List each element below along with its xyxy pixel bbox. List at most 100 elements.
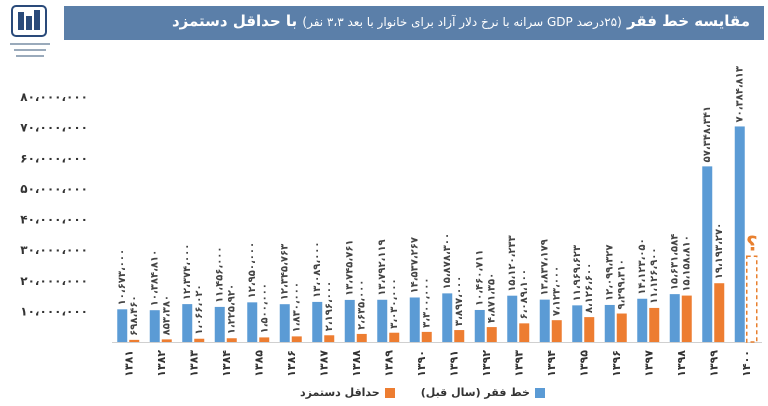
data-label-minimum-wage: ۱،۰۶۶،۰۲۰: [194, 284, 205, 334]
data-label-poverty-line: ۱۳،۰۸۹،۰۰۰: [312, 241, 323, 297]
bar-minimum-wage: [389, 332, 400, 342]
legend-swatch-poverty-line: [534, 387, 545, 398]
bar-poverty-line: [182, 304, 193, 342]
bar-poverty-line: [572, 305, 583, 342]
bar-poverty-line: [669, 294, 680, 342]
data-label-minimum-wage: ۹،۲۹۹،۳۱۰: [617, 259, 628, 309]
data-label-poverty-line: ۱۳،۸۳۷،۱۷۹: [540, 239, 551, 295]
chart-title-suffix: با حداقل دستمزد: [171, 12, 298, 30]
bar-poverty-line: [604, 304, 615, 342]
bar-poverty-line: [377, 299, 388, 342]
x-tick-label: ۱۳۸۱: [122, 350, 135, 377]
data-label-minimum-wage: ۱،۸۳۰،۰۰۰: [292, 282, 303, 332]
x-tick-label: ۱۳۹۸: [675, 350, 688, 377]
data-label-poverty-line: ۱۵،۱۲۰،۲۳۳: [507, 235, 518, 291]
bar-minimum-wage: [259, 337, 270, 342]
bar-poverty-line: [117, 309, 128, 342]
data-label-minimum-wage: ۱۹،۱۹۳،۲۷۰: [714, 223, 725, 279]
bar-poverty-line: [507, 295, 518, 342]
bar-poverty-line: [637, 298, 648, 342]
data-label-poverty-line: ۵۷،۳۴۸،۳۴۱: [702, 106, 713, 162]
data-label-minimum-wage: ۸،۱۲۶،۶۰۰: [584, 263, 595, 313]
bar-poverty-line: [539, 299, 550, 342]
legend-item-poverty-line: خط فقر (سال قبل): [421, 386, 545, 399]
y-tick-label: ۷۰،۰۰۰،۰۰۰: [20, 121, 88, 135]
y-tick-label: ۴۰،۰۰۰،۰۰۰: [20, 213, 88, 227]
data-label-minimum-wage: ۳،۸۹۷،۰۰۰: [454, 276, 465, 326]
x-tick-label: ۱۴۰۰: [740, 350, 753, 377]
bar-poverty-line: [702, 166, 713, 342]
bar-poverty-line: [442, 293, 453, 342]
data-label-poverty-line: ۱۰،۴۶۰،۷۱۱: [475, 250, 486, 306]
bar-minimum-wage: [194, 338, 205, 342]
bar-minimum-wage: [356, 333, 367, 342]
bar-minimum-wage: [649, 307, 660, 342]
data-label-poverty-line: ۱۴،۵۳۷،۲۶۷: [410, 237, 421, 293]
bar-poverty-line: [474, 309, 485, 342]
data-label-minimum-wage: ۶۹۸،۴۶۰: [129, 295, 140, 335]
bar-poverty-line: [409, 297, 420, 342]
bar-minimum-wage: [584, 317, 595, 342]
x-tick-label: ۱۳۹۴: [545, 350, 558, 377]
bar-minimum-wage: [454, 330, 465, 342]
bar-minimum-wage: [486, 327, 497, 342]
data-label-poverty-line: ۱۳،۷۹۲،۱۱۹: [377, 239, 388, 295]
chart-title: مقایسه خط فقر (۲۵درصد GDP سرانه با نرخ د…: [172, 12, 750, 30]
x-tick-label: ۱۳۹۲: [480, 350, 493, 377]
x-tick-label: ۱۳۸۷: [317, 350, 330, 377]
bar-minimum-wage: [551, 320, 562, 342]
data-label-minimum-wage: ۶،۰۸۹،۱۰۰: [519, 269, 530, 319]
y-tick-label: ۸۰،۰۰۰،۰۰۰: [20, 90, 88, 104]
data-label-poverty-line: ۷۰،۳۸۴،۸۱۳: [735, 66, 746, 122]
bar-minimum-wage: [226, 338, 237, 342]
bar-minimum-wage: [291, 336, 302, 342]
x-tick-label: ۱۳۸۳: [187, 350, 200, 377]
data-label-minimum-wage: ۳،۳۰۰،۰۰۰: [422, 278, 433, 328]
data-label-minimum-wage: ۷،۱۲۳،۰۰۰: [552, 266, 563, 316]
y-tick-label: ۵۰،۰۰۰،۰۰۰: [20, 182, 88, 196]
title-bar: مقایسه خط فقر (۲۵درصد GDP سرانه با نرخ د…: [64, 6, 764, 40]
bar-poverty-line: [214, 306, 225, 342]
bar-minimum-wage: [616, 313, 627, 342]
bar-poverty-line: [734, 126, 745, 343]
bar-minimum-wage: [519, 323, 530, 342]
data-label-minimum-wage: ۱،۵۰۰،۰۰۰: [259, 283, 270, 333]
data-label-poverty-line: ۱۱،۴۵۶،۰۰۰: [215, 246, 226, 302]
bar-minimum-wage: [714, 283, 725, 342]
data-label-poverty-line: ۱۰،۳۸۴،۸۱۰: [150, 250, 161, 306]
data-label-poverty-line: ۱۵،۶۳۱،۵۸۴: [670, 234, 681, 290]
y-tick-label: ۲۰،۰۰۰،۰۰۰: [20, 274, 88, 288]
data-label-minimum-wage: ۴،۸۷۱،۳۵۰: [487, 273, 498, 323]
x-tick-label: ۱۳۹۵: [577, 350, 590, 377]
data-label-minimum-wage: ۲،۶۳۵،۰۰۰: [357, 280, 368, 330]
bar-poverty-line: [312, 301, 323, 342]
data-label-poverty-line: ۱۰،۶۷۳،۰۰۰: [117, 249, 128, 305]
data-label-poverty-line: ۱۴،۱۲۳،۰۵۰: [637, 238, 648, 294]
x-tick-label: ۱۳۹۹: [707, 350, 720, 377]
data-label-minimum-wage: ۸۵۳،۳۸۰: [162, 295, 173, 335]
bar-poverty-line: [344, 299, 355, 342]
data-label-poverty-line: ۱۲،۰۹۹،۳۲۷: [605, 245, 616, 301]
bar-minimum-wage: [161, 339, 172, 342]
data-label-minimum-wage: ۲،۱۹۶،۰۰۰: [324, 281, 335, 331]
data-label-minimum-wage: ۱،۲۲۵،۹۲۰: [227, 284, 238, 334]
organization-emblem-icon: [10, 5, 50, 57]
bar-poverty-line: [279, 304, 290, 342]
x-tick-label: ۱۳۸۲: [155, 350, 168, 377]
data-label-poverty-line: ۱۱،۹۶۹،۶۲۳: [572, 245, 583, 301]
x-tick-label: ۱۳۹۱: [447, 350, 460, 377]
x-tick-label: ۱۳۸۶: [285, 350, 298, 377]
legend-item-minimum-wage: حداقل دستمزد: [300, 386, 395, 399]
unknown-value-marker: ؟: [746, 231, 758, 255]
y-tick-label: ۱۰،۰۰۰،۰۰۰: [20, 304, 88, 318]
chart-subtitle: (۲۵درصد GDP سرانه با نرخ دلار آزاد برای …: [302, 15, 622, 29]
y-tick-label: ۳۰،۰۰۰،۰۰۰: [20, 243, 88, 257]
y-tick-label: ۶۰،۰۰۰،۰۰۰: [20, 151, 88, 165]
data-label-minimum-wage: ۳،۰۳۰،۰۰۰: [389, 278, 400, 328]
legend-label-minimum-wage: حداقل دستمزد: [300, 386, 380, 399]
x-tick-label: ۱۳۸۵: [252, 350, 265, 377]
bar-minimum-wage: [324, 335, 335, 342]
x-tick-label: ۱۳۹۰: [415, 350, 428, 377]
x-tick-label: ۱۳۸۸: [350, 350, 363, 377]
data-label-poverty-line: ۱۲،۳۷۴،۰۰۰: [182, 244, 193, 300]
